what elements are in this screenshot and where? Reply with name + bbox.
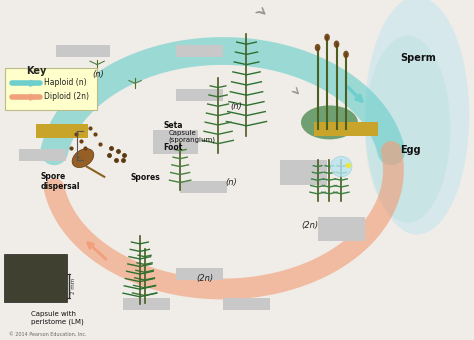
FancyBboxPatch shape [318, 217, 365, 229]
Ellipse shape [365, 0, 469, 235]
FancyBboxPatch shape [175, 268, 223, 280]
Text: (n): (n) [225, 178, 237, 187]
Text: Capsule with
peristome (LM): Capsule with peristome (LM) [31, 311, 83, 325]
Text: Spores: Spores [130, 173, 160, 182]
Text: Foot: Foot [164, 143, 183, 152]
Text: (n): (n) [92, 69, 104, 79]
Text: Haploid (n): Haploid (n) [44, 78, 86, 87]
Text: Seta: Seta [164, 121, 183, 130]
Ellipse shape [72, 149, 94, 168]
FancyBboxPatch shape [56, 45, 110, 57]
Text: Capsule
(sporangium): Capsule (sporangium) [168, 130, 215, 143]
FancyBboxPatch shape [153, 142, 198, 154]
Ellipse shape [324, 34, 330, 41]
Text: Spore
dispersal: Spore dispersal [40, 172, 80, 191]
Text: Sperm: Sperm [401, 53, 436, 63]
FancyBboxPatch shape [175, 89, 223, 101]
FancyBboxPatch shape [223, 298, 270, 310]
Ellipse shape [365, 36, 450, 223]
Text: © 2014 Pearson Education, Inc.: © 2014 Pearson Education, Inc. [9, 332, 87, 337]
FancyBboxPatch shape [175, 45, 223, 57]
Ellipse shape [330, 156, 352, 177]
Ellipse shape [315, 44, 320, 51]
Text: Diploid (2n): Diploid (2n) [44, 92, 89, 101]
Text: 2 mm: 2 mm [71, 278, 76, 294]
FancyBboxPatch shape [36, 124, 88, 138]
FancyBboxPatch shape [180, 181, 228, 193]
FancyBboxPatch shape [314, 122, 378, 136]
Text: Egg: Egg [401, 144, 421, 154]
Ellipse shape [301, 105, 358, 139]
Ellipse shape [343, 51, 349, 58]
FancyBboxPatch shape [153, 130, 198, 142]
Text: (2n): (2n) [197, 273, 214, 283]
FancyBboxPatch shape [19, 149, 66, 161]
FancyBboxPatch shape [280, 172, 327, 185]
FancyBboxPatch shape [280, 160, 327, 173]
Text: (2n): (2n) [301, 221, 318, 230]
FancyBboxPatch shape [123, 298, 171, 310]
Ellipse shape [334, 40, 339, 48]
FancyBboxPatch shape [5, 68, 97, 110]
Text: (n): (n) [230, 102, 242, 111]
FancyBboxPatch shape [318, 228, 365, 241]
FancyBboxPatch shape [4, 254, 67, 302]
Text: Key: Key [26, 66, 46, 76]
